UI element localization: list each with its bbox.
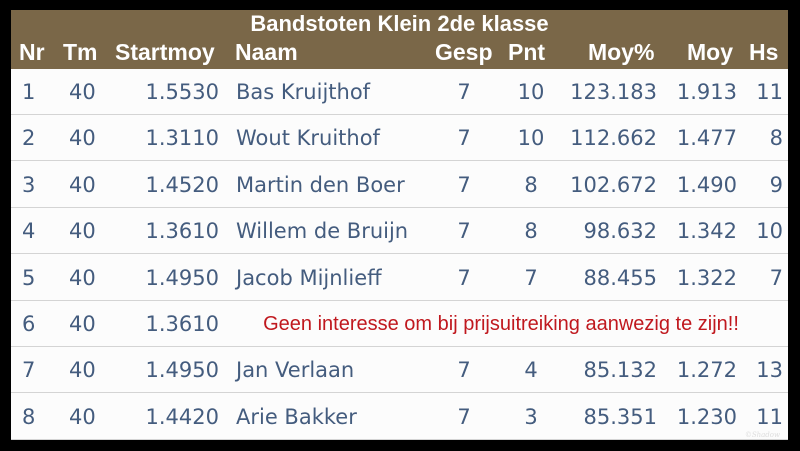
cell-naam: Jacob Mijnlieff (236, 265, 382, 290)
cell-naam: Wout Kruithof (236, 126, 380, 151)
cell-pnt: 4 (524, 358, 538, 383)
cell-tm: 40 (69, 265, 96, 290)
cell-hs: 8 (769, 126, 783, 151)
cell-nr: 7 (22, 358, 36, 383)
cell-pnt: 10 (517, 80, 545, 104)
cell-tm: 40 (69, 219, 96, 244)
cell-nr: 5 (22, 265, 36, 290)
cell-tm: 40 (69, 404, 96, 429)
cell-moy: 1.272 (676, 358, 737, 383)
cell-startmoy: 1.4950 (145, 265, 219, 290)
cell-naam: Willem de Bruijn (236, 219, 409, 244)
column-header-gesp: Gesp (435, 39, 493, 65)
column-header-naam: Naam (235, 39, 298, 65)
cell-startmoy: 1.3610 (145, 312, 219, 336)
cell-naam: Arie Bakker (236, 404, 357, 429)
table-row: 1 40 1.5530 Bas Kruijthof 7 10 123.183 1.913 11 (11, 69, 788, 115)
cell-gesp: 7 (457, 404, 471, 429)
cell-pnt: 7 (524, 265, 538, 290)
cell-moy-pct: 88.455 (583, 265, 657, 290)
cell-nr: 3 (22, 172, 36, 197)
cell-moy-pct: 123.183 (570, 80, 657, 104)
cell-moy: 1.490 (676, 172, 737, 197)
cell-startmoy: 1.4420 (145, 404, 219, 429)
page-title: Bandstoten Klein 2de klasse (250, 11, 549, 36)
cell-moy: 1.477 (676, 126, 737, 151)
table-row: 3 40 1.4520 Martin den Boer 7 8 102.672 1.490 9 (11, 162, 788, 208)
cell-startmoy: 1.4950 (145, 358, 219, 383)
cell-hs: 11 (756, 404, 783, 429)
column-header-moy-pct: Moy% (588, 39, 655, 65)
cell-startmoy: 1.4520 (145, 172, 219, 197)
table-row: 2 40 1.3110 Wout Kruithof 7 10 112.662 1.477 8 (11, 115, 788, 162)
cell-nr: 1 (22, 80, 36, 104)
cell-nr: 6 (22, 312, 36, 336)
table-row: 5 40 1.4950 Jacob Mijnlieff 7 7 88.455 1.322 7 (11, 255, 788, 301)
cell-nr: 8 (22, 404, 36, 429)
cell-pnt: 8 (524, 219, 538, 244)
cell-naam: Bas Kruijthof (236, 80, 371, 104)
cell-hs: 10 (756, 219, 783, 244)
cell-moy: 1.230 (676, 404, 737, 429)
cell-tm: 40 (69, 312, 96, 336)
column-header-startmoy: Startmoy (115, 39, 215, 65)
cell-moy: 1.322 (676, 265, 737, 290)
cell-tm: 40 (69, 358, 96, 383)
cell-gesp: 7 (457, 80, 471, 104)
cell-moy-pct: 102.672 (570, 172, 657, 197)
cell-hs: 11 (756, 80, 783, 104)
cell-moy: 1.342 (676, 219, 737, 244)
cell-hs: 13 (756, 358, 783, 383)
cell-moy: 1.913 (676, 80, 737, 104)
table-row: 4 40 1.3610 Willem de Bruijn 7 8 98.632 1.342 10 (11, 208, 788, 255)
cell-moy-pct: 98.632 (583, 219, 657, 244)
cell-gesp: 7 (457, 172, 471, 197)
cell-startmoy: 1.5530 (145, 80, 219, 104)
cell-moy-pct: 112.662 (570, 126, 657, 151)
cell-gesp: 7 (457, 126, 471, 151)
cell-nr: 2 (22, 126, 36, 151)
cell-startmoy: 1.3110 (145, 126, 219, 151)
cell-pnt: 8 (524, 172, 538, 197)
column-header-nr: Nr (19, 39, 45, 65)
cell-naam: Jan Verlaan (236, 358, 355, 383)
table-row: 6 40 1.3610 Geen interesse om bij prijsuitr… (11, 301, 788, 347)
table-header: Bandstoten Klein 2de klasse Nr Tm Startm… (11, 10, 788, 69)
cell-pnt: 10 (517, 126, 545, 151)
cell-hs: 7 (769, 265, 783, 290)
standings-screen: Bandstoten Klein 2de klasse Nr Tm Startm… (11, 10, 788, 440)
cell-gesp: 7 (457, 265, 471, 290)
column-header-tm: Tm (63, 39, 98, 65)
cell-startmoy: 1.3610 (145, 219, 219, 244)
column-header-moy: Moy (687, 39, 733, 65)
cell-tm: 40 (69, 172, 96, 197)
cell-nr: 4 (22, 219, 36, 244)
row-note: Geen interesse om bij prijsuitreiking aa… (263, 313, 739, 335)
cell-gesp: 7 (457, 219, 471, 244)
cell-tm: 40 (69, 126, 96, 151)
column-header-pnt: Pnt (508, 39, 546, 65)
cell-tm: 40 (69, 80, 96, 104)
column-header-hs: Hs (749, 39, 779, 65)
watermark: ©Shadow (744, 431, 780, 439)
cell-moy-pct: 85.132 (583, 358, 657, 383)
cell-gesp: 7 (457, 358, 471, 383)
cell-hs: 9 (769, 172, 783, 197)
table-row: 7 40 1.4950 Jan Verlaan 7 4 85.132 1.272 13 (11, 347, 788, 394)
cell-pnt: 3 (524, 404, 538, 429)
cell-moy-pct: 85.351 (583, 404, 657, 429)
cell-naam: Martin den Boer (236, 172, 405, 197)
table-row: 8 40 1.4420 Arie Bakker 7 3 85.351 1.230 11 (11, 394, 788, 440)
